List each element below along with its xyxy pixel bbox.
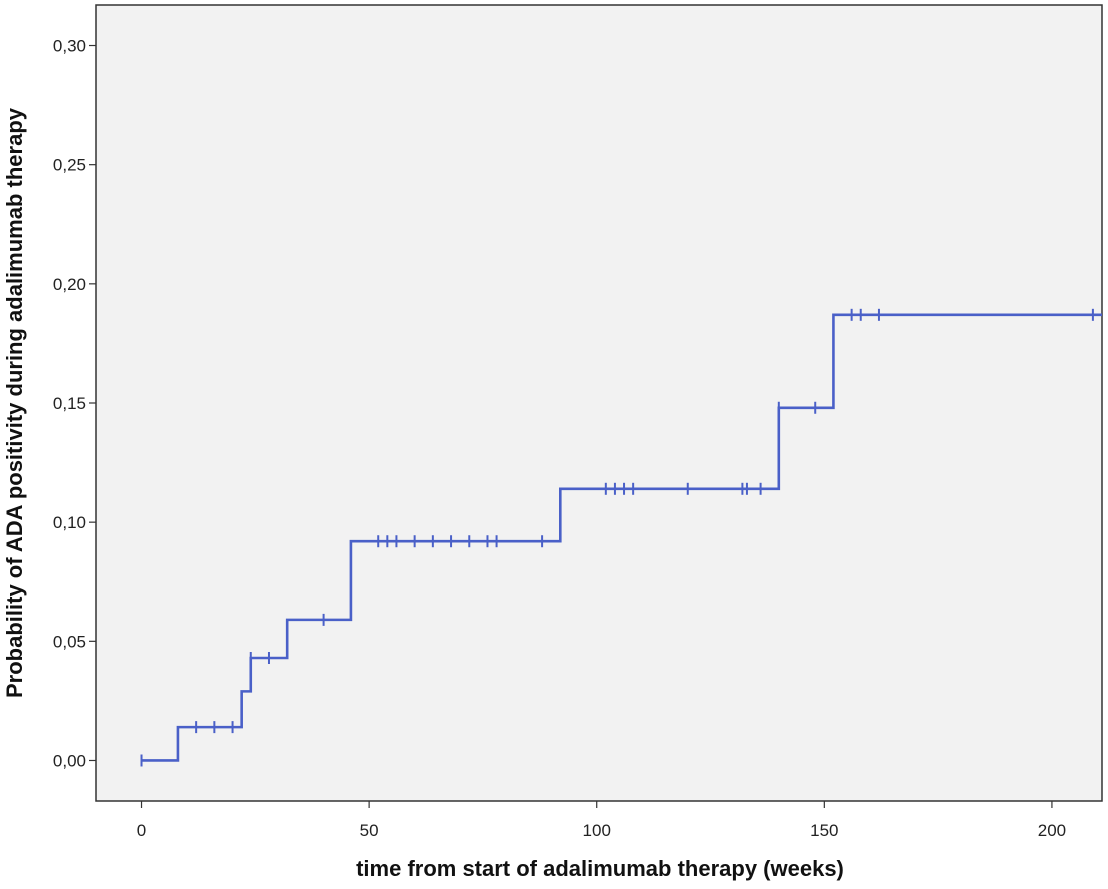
series-layer xyxy=(140,308,1102,767)
x-tick-label: 100 xyxy=(583,821,611,840)
y-tick-label: 0,10 xyxy=(53,513,86,532)
survival-step-line xyxy=(141,313,1102,762)
plot-area xyxy=(95,4,1103,802)
y-tick-label: 0,30 xyxy=(53,37,86,56)
x-tick-label: 0 xyxy=(137,821,146,840)
x-tick-label: 150 xyxy=(810,821,838,840)
x-axis: 0 50 100 150 200 xyxy=(137,801,1066,840)
y-tick-label: 0,15 xyxy=(53,394,86,413)
y-tick-label: 0,25 xyxy=(53,156,86,175)
y-tick-label: 0,00 xyxy=(53,751,86,770)
y-tick-label: 0,20 xyxy=(53,275,86,294)
y-tick-label: 0,05 xyxy=(53,632,86,651)
x-axis-title: time from start of adalimumab therapy (w… xyxy=(356,856,844,881)
x-tick-label: 50 xyxy=(360,821,379,840)
y-axis: 0,00 0,05 0,10 0,15 0,20 0,25 0,30 xyxy=(53,37,96,770)
x-tick-label: 200 xyxy=(1038,821,1066,840)
y-axis-title: Probability of ADA positivity during ada… xyxy=(2,107,27,698)
